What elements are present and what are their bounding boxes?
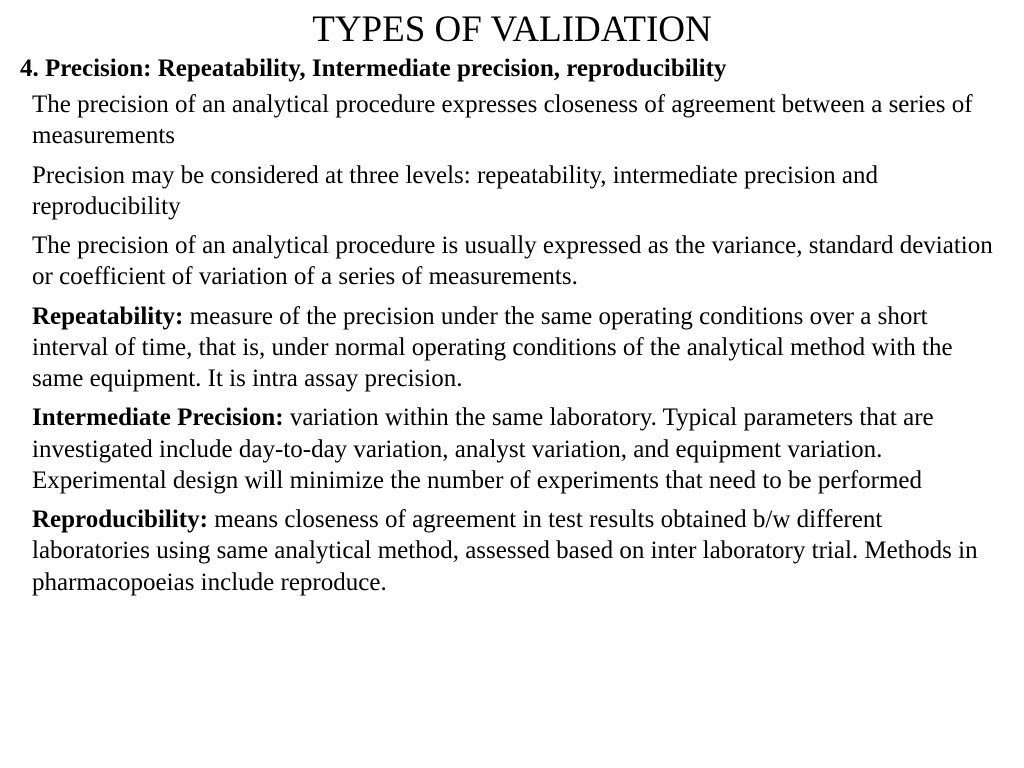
paragraph-2: Precision may be considered at three lev… <box>20 160 1004 223</box>
term-reproducibility: Reproducibility: <box>32 506 208 533</box>
slide-container: TYPES OF VALIDATION 4. Precision: Repeat… <box>0 0 1024 626</box>
paragraph-3: The precision of an analytical procedure… <box>20 230 1004 293</box>
term-repeatability: Repeatability: <box>32 303 183 330</box>
paragraph-5: Intermediate Precision: variation within… <box>20 402 1004 496</box>
section-heading: 4. Precision: Repeatability, Intermediat… <box>20 55 1004 83</box>
paragraph-6: Reproducibility: means closeness of agre… <box>20 504 1004 598</box>
paragraph-4: Repeatability: measure of the precision … <box>20 301 1004 395</box>
term-intermediate: Intermediate Precision: <box>32 404 284 431</box>
paragraph-1: The precision of an analytical procedure… <box>20 89 1004 152</box>
slide-title: TYPES OF VALIDATION <box>20 8 1004 51</box>
